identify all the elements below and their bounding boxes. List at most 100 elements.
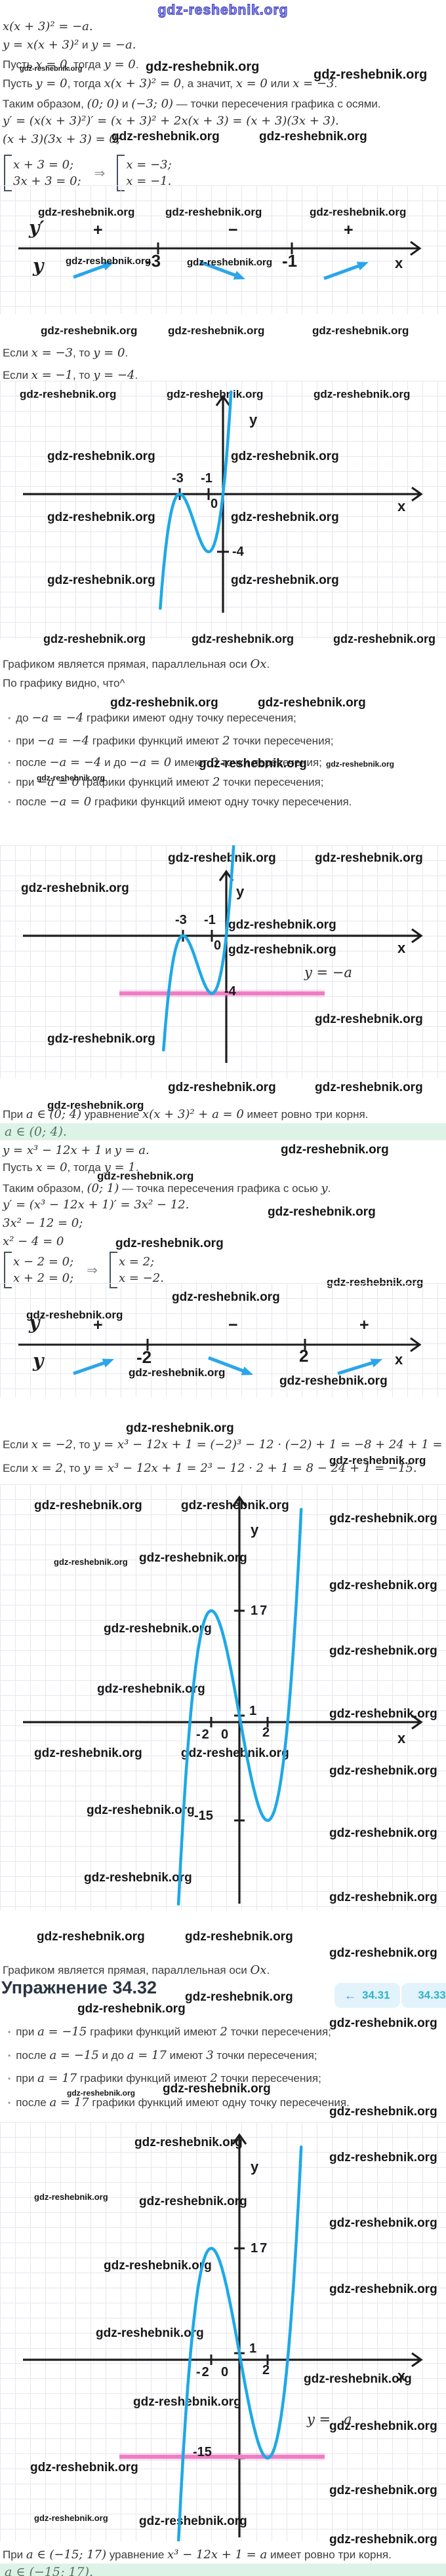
axis-y-label: y (236, 883, 245, 900)
list-item-text: до −a = −4 графики имеют одну точку пере… (16, 711, 296, 725)
equation-line: Пусть y = 0, тогда x(x + 3)² = 0, а знач… (3, 77, 338, 90)
list-item: • после a = −15 и до a = 17 имеют 3 точки… (8, 2048, 317, 2062)
watermark: gdz-reshebnik.org (34, 2513, 108, 2523)
tick-label: -1 (204, 913, 216, 927)
watermark: gdz-reshebnik.org (329, 1579, 437, 1592)
parameter-line-label: y = a (307, 2412, 352, 2427)
graph-4-canvas (23, 2133, 423, 2541)
watermark: gdz-reshebnik.org (134, 2136, 243, 2149)
watermark: gdz-reshebnik.org (231, 510, 339, 524)
prev-exercise-button[interactable]: ← 34.31 (334, 1983, 400, 2008)
watermark: gdz-reshebnik.org (181, 1499, 289, 1512)
axis-y-label: y (249, 412, 258, 428)
watermark: gdz-reshebnik.org (115, 1237, 224, 1250)
watermark: gdz-reshebnik.org (168, 851, 276, 865)
watermark: gdz-reshebnik.org (96, 2326, 204, 2340)
graph-4: gdz-reshebnik.org gdz-reshebnik.org gdz-… (0, 2122, 446, 2546)
watermark: gdz-reshebnik.org (329, 2151, 437, 2164)
watermark: gdz-reshebnik.org (329, 2419, 437, 2433)
axis-x-label: x (397, 2368, 406, 2384)
equation-line: Пусть x = 0, тогда y = 0. (3, 58, 139, 71)
tick-label: -4 (224, 984, 236, 999)
watermark: gdz-reshebnik.org (329, 2216, 437, 2230)
function-curve (162, 845, 235, 1052)
watermark: gdz-reshebnik.org (97, 1170, 194, 1182)
bullet-icon: • (8, 798, 11, 807)
watermark: gdz-reshebnik.org (47, 1032, 155, 1046)
system-bracket: x = −3; x = −1. (117, 155, 172, 191)
watermark: gdz-reshebnik.org (314, 388, 411, 400)
bullet-icon: • (8, 714, 11, 723)
root-label: 2 (299, 1346, 309, 1366)
watermark: gdz-reshebnik.org (315, 1081, 423, 1094)
axis-x-label: x (395, 255, 403, 271)
sign-chart-1-canvas (18, 240, 422, 280)
site-watermark-header: gdz-reshebnik.org (157, 2, 289, 18)
watermark: gdz-reshebnik.org (30, 2461, 138, 2474)
watermark: gdz-reshebnik.org (315, 1012, 423, 1026)
answer-highlight: a ∈ (0; 4). (0, 1123, 446, 1140)
list-item-text: после a = 17 графики функций имеют одну … (16, 2096, 350, 2109)
graph-2: gdz-reshebnik.org gdz-reshebnik.org gdz-… (0, 845, 446, 1079)
list-item: • при a = 17 графики функций имеют 2 точк… (8, 2071, 321, 2085)
next-exercise-button[interactable]: 34.33 → (401, 1983, 446, 2008)
graph-2-canvas (23, 845, 423, 1063)
watermark: gdz-reshebnik.org (329, 2016, 437, 2030)
watermark: gdz-reshebnik.org (329, 1764, 437, 1778)
watermark: gdz-reshebnik.org (279, 1374, 388, 1388)
list-item-text: при a = 17 графики функций имеют 2 точки… (16, 2071, 321, 2085)
watermark: gdz-reshebnik.org (329, 2105, 437, 2119)
tick-label: 17 (251, 2241, 270, 2256)
list-item: • при −a = 0 графики функций имеют 2 точк… (8, 775, 323, 789)
text-line: При a ∈ (−15; 17) уравнение x³ − 12x + 1… (3, 2548, 392, 2562)
watermark: gdz-reshebnik.org (310, 206, 407, 218)
equation-line: Таким образом, (0; 1) — точка пересечени… (3, 1182, 331, 1195)
axis-x-label: x (397, 1730, 406, 1746)
watermark: gdz-reshebnik.org (112, 130, 220, 144)
bullet-icon: • (8, 2028, 11, 2037)
implies-arrow-icon: ⇒ (87, 1263, 98, 1278)
tick-label: 2 (262, 1725, 270, 1740)
equation-line: x(x + 3)² = −a. (3, 20, 93, 33)
equation-line: (x + 3)(3x + 3) = 0; (3, 132, 121, 146)
watermark: gdz-reshebnik.org (37, 773, 106, 782)
watermark: gdz-reshebnik.org (185, 1990, 293, 2004)
sign-chart-2: gdz-reshebnik.org gdz-reshebnik.org y′ +… (0, 1283, 446, 1397)
tick-label: -3 (172, 471, 184, 486)
text-line: Графиком является прямая, параллельная о… (3, 657, 270, 671)
origin-label: 0 (214, 938, 222, 953)
function-label: y (33, 255, 44, 277)
watermark: gdz-reshebnik.org (26, 1309, 123, 1321)
watermark: gdz-reshebnik.org (172, 1290, 280, 1304)
watermark: gdz-reshebnik.org (259, 130, 367, 144)
equation-line: 3x² − 12 = 0; (3, 1216, 83, 1230)
watermark: gdz-reshebnik.org (228, 943, 336, 957)
implies-arrow-icon: ⇒ (94, 166, 106, 181)
graph-1: gdz-reshebnik.org gdz-reshebnik.org gdz-… (0, 381, 446, 639)
list-item: • при −a = −4 графики функций имеют 2 точ… (8, 734, 334, 748)
watermark: gdz-reshebnik.org (329, 1512, 437, 1526)
sign-minus: − (228, 1316, 238, 1334)
tick-label: -15 (194, 1809, 213, 1823)
tick-label: 1 (249, 1704, 257, 1718)
list-item-text: после a = −15 и до a = 17 имеют 3 точки … (16, 2048, 317, 2062)
equation-line: Пусть x = 0, тогда y = 1. (3, 1161, 139, 1174)
root-label: -3 (146, 251, 161, 271)
bullet-icon: • (8, 737, 11, 746)
equation-line: x² − 4 = 0 (3, 1235, 64, 1248)
watermark: gdz-reshebnik.org (97, 1682, 205, 1696)
watermark: gdz-reshebnik.org (333, 632, 436, 645)
system-row: x + 2 = 0; (13, 1271, 74, 1285)
watermark: gdz-reshebnik.org (67, 2088, 136, 2098)
watermark: gdz-reshebnik.org (139, 2195, 247, 2208)
bullet-icon: • (8, 758, 11, 767)
watermark: gdz-reshebnik.org (47, 510, 155, 524)
equation-line: Таким образом, (0; 0) и (−3; 0) — точки … (3, 97, 381, 111)
system-row: x + 3 = 0; (13, 158, 74, 172)
sign-plus: + (344, 221, 354, 239)
watermark: gdz-reshebnik.org (129, 1366, 226, 1379)
watermark: gdz-reshebnik.org (181, 1746, 289, 1760)
watermark: gdz-reshebnik.org (37, 1930, 145, 1944)
tick-label: -15 (193, 2445, 212, 2459)
watermark: gdz-reshebnik.org (167, 388, 264, 400)
